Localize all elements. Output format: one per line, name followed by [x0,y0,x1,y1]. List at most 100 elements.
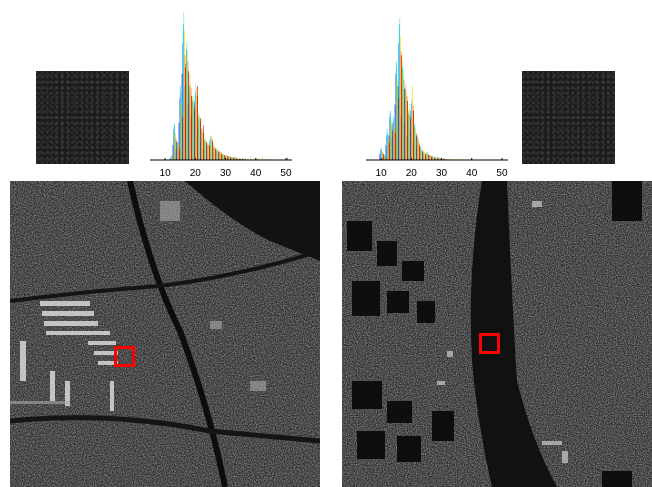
hist0-bar-s4-x39 [253,158,255,160]
hist1-bar-s1-x12 [386,135,387,160]
right-sar-image [342,181,652,487]
right-sample-patch [522,71,615,164]
hist0-bar-s6-x13 [176,141,177,160]
hist0-bar-s6-x30 [227,156,229,160]
hist0-bar-s3-x18 [189,73,191,160]
hist1-bar-s6-x23 [422,151,424,160]
hist0-bar-s3-x34 [237,157,239,160]
hist1-bar-s4-x27 [433,156,434,160]
hist0-bar-s5-x14 [178,147,180,160]
hist0-bar-s4-x29 [223,153,224,160]
hist1-bar-s6-x19 [410,118,411,160]
hist1-bar-s3-x14 [393,120,395,160]
right-roi-box [479,333,500,354]
hist0-bar-s4-x28 [220,152,221,160]
hist0-bar-s5-x32 [233,157,234,160]
left-sar-image [10,181,320,487]
hist1-bar-s2-x17 [401,67,403,160]
hist1-bar-s4-x18 [406,92,407,160]
hist0-bar-s4-x15 [181,104,182,160]
hist0-bar-s3-x38 [249,156,251,160]
hist1-bar-s6-x20 [413,110,415,160]
hist1-bar-s4-x30 [442,158,444,160]
hist1-tick-label-40: 40 [466,168,478,179]
hist1-bar-s4-x13 [391,120,392,160]
hist0-bar-s5-x35 [242,158,243,160]
hist1-bar-s2-x12 [386,129,388,160]
hist1-bar-s4-x36 [460,158,462,160]
hist1-bar-s6-x30 [443,158,445,160]
hist1-bar-s4-x15 [397,79,398,160]
hist0-bar-s4-x21 [199,115,200,160]
hist0-bar-s3-x36 [243,158,245,160]
hist0-bar-s5-x24 [208,145,210,160]
hist0-bar-s6-x20 [197,86,199,160]
hist0-bar-s3-x13 [174,125,176,160]
hist1-bar-s5-x17 [403,79,405,160]
hist0-bar-s4-x32 [232,157,234,160]
hist0-bar-s3-x12 [171,155,173,160]
hist0-bar-s4-x16 [184,30,185,160]
hist0-bar-s1-x16 [182,42,183,160]
hist0-bar-s4-x27 [217,150,218,160]
hist1-bar-s6-x14 [395,132,396,160]
hist1-bar-s5-x10 [382,152,384,160]
hist0-tick-label-10: 10 [160,168,172,179]
hist0-bar-s3-x39 [253,158,254,160]
hist1-bar-s4-x29 [439,157,440,160]
hist0-bar-s4-x40 [256,158,258,160]
hist1-bar-s4-x31 [445,158,447,160]
hist1-bar-s1-x15 [395,73,396,160]
hist1-bar-s3-x16 [399,18,401,160]
hist0-bar-s3-x15 [180,92,182,160]
hist1-bar-s5-x22 [418,142,420,160]
hist0-bar-s5-x22 [202,132,204,160]
hist1-bar-s4-x21 [415,127,416,160]
hist1-bar-s5-x21 [415,132,417,160]
hist1-bar-s4-x34 [454,158,456,160]
left-sample-patch [36,71,129,164]
hist0-bar-s3-x43 [265,158,266,160]
hist0-bar-s4-x13 [175,132,176,160]
hist1-bar-s4-x20 [412,86,413,160]
hist1-bar-s0-x10 [379,153,381,160]
hist0-bar-s0-x51 [287,157,289,160]
hist1-bar-s2-x25 [426,152,427,160]
hist1-bar-s6-x22 [419,145,421,160]
hist1-bar-s2-x11 [383,155,385,160]
hist0-bar-s1-x15 [179,98,180,160]
hist0-bar-s6-x24 [209,146,211,160]
hist0-bar-s5-x23 [205,141,207,160]
hist0-bar-s2-x20 [195,92,196,160]
hist0-bar-s6-x16 [185,67,186,160]
hist1-bar-s5-x24 [424,153,426,160]
hist0-bar-s1-x12 [170,157,171,160]
hist1-bar-s5-x27 [433,157,435,160]
hist1-bar-s3-x26 [429,155,431,160]
hist0-bar-s3-x44 [268,158,269,160]
hist0-bar-s1-x13 [173,129,174,160]
hist0-tick-label-40: 40 [250,168,262,179]
hist0-bar-s4-x14 [178,145,179,160]
hist1-bar-s4-x10 [381,151,383,160]
hist1-bar-s5-x19 [409,115,411,160]
hist0-bar-s4-x36 [244,158,246,160]
hist0-bar-s6-x12 [173,158,174,160]
hist1-bar-s2-x21 [414,125,415,160]
hist1-bar-s6-x25 [428,155,430,160]
hist1-bar-s4-x14 [394,125,395,160]
hist0-bar-s6-x28 [221,153,223,160]
hist0-tick-label-50: 50 [280,168,292,179]
hist1-bar-s6-x12 [389,142,390,160]
hist0-bar-s6-x23 [206,142,208,160]
hist0-bar-s3-x16 [183,12,185,160]
hist1-bar-s1-x13 [389,116,390,160]
hist0-bar-s4-x19 [193,98,194,160]
hist1-bar-s3-x11 [384,155,386,160]
hist0-bar-s2-x32 [231,157,232,160]
left-histogram: 10 20 30 40 50 [150,12,292,179]
hist0-bar-s6-x29 [224,155,226,160]
hist1-bar-s2-x20 [411,103,412,160]
hist0-bar-s5-x27 [217,151,219,160]
hist0-bar-s4-x33 [235,157,237,160]
